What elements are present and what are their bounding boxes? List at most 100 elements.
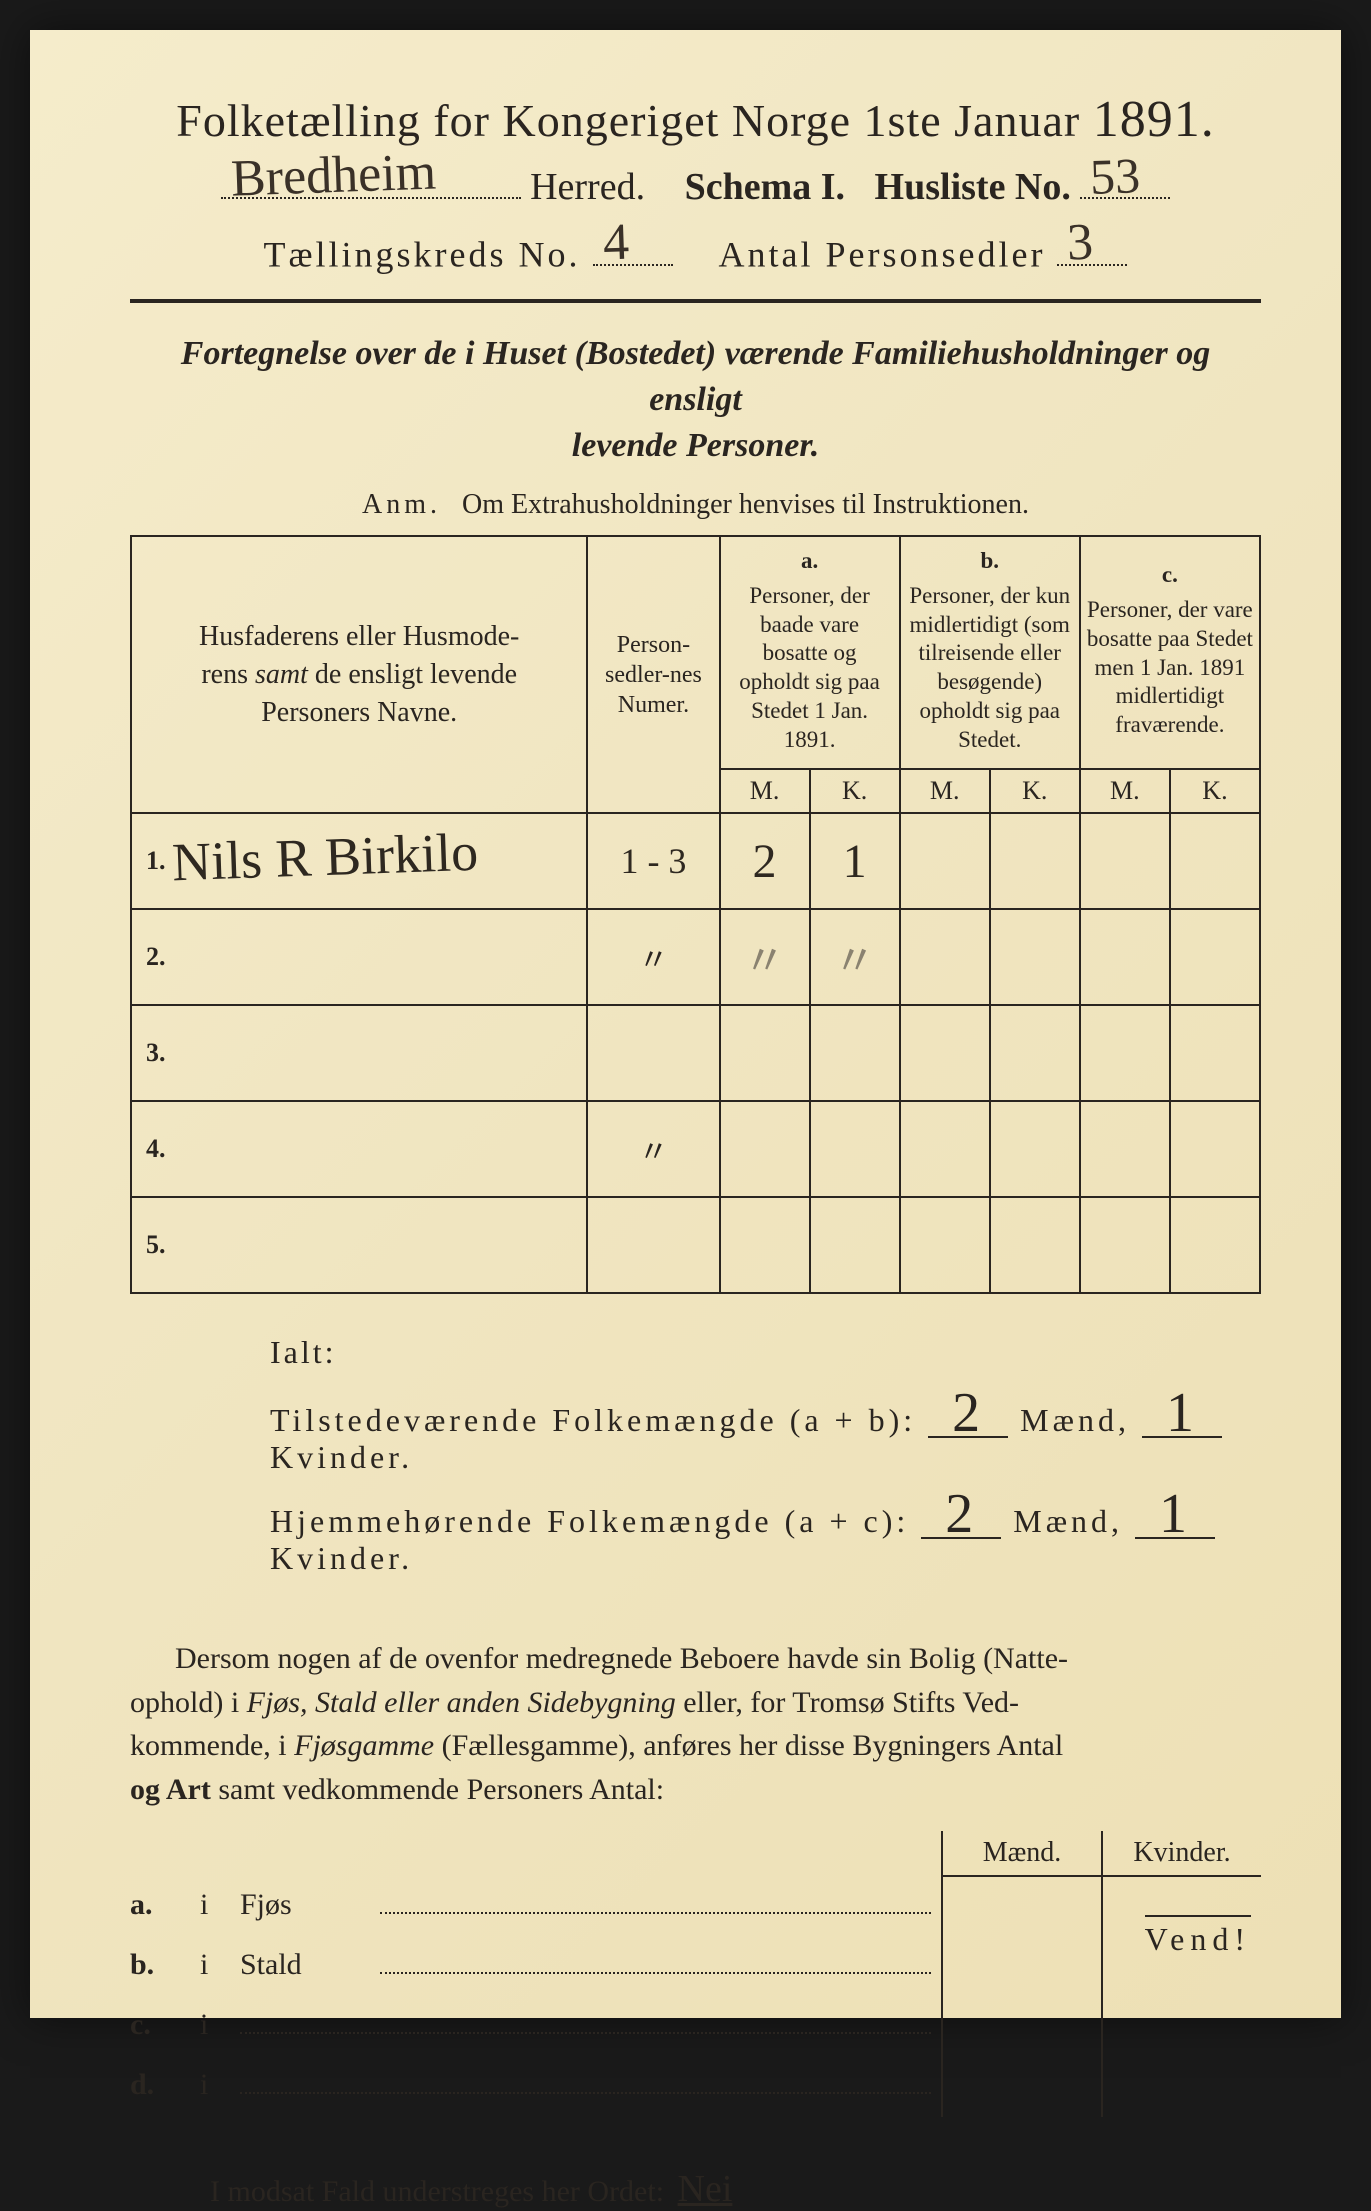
ialt-2-k: 1 xyxy=(1135,1492,1215,1539)
row-b-k xyxy=(990,813,1080,909)
fortegnelse-a: Fortegnelse over de i Huset (Bostedet) v… xyxy=(181,335,1210,418)
row-b-k xyxy=(990,1101,1080,1197)
th-c-k: K. xyxy=(1170,769,1260,813)
ialt-line-2: Hjemmehørende Folkemængde (a + c): 2 Mæn… xyxy=(270,1492,1261,1577)
th-a: a. Personer, der baade vare bosatte og o… xyxy=(720,536,900,769)
row-name-cell: 3. xyxy=(131,1005,587,1101)
bygning-left: a. i Fjøs b. i Stald c. i d. i xyxy=(130,1831,941,2117)
row-a-k: 〃 xyxy=(810,909,900,1005)
row-c-k xyxy=(1170,1197,1260,1293)
row-c-k xyxy=(1170,1101,1260,1197)
th-b-m: M. xyxy=(900,769,990,813)
row-numer: 〃 xyxy=(587,1101,719,1197)
row-name-cell: 2. xyxy=(131,909,587,1005)
ialt-label: Ialt: xyxy=(270,1334,1261,1371)
kreds-value: 4 xyxy=(601,213,632,273)
row-b-m xyxy=(900,1101,990,1197)
anm-text: Om Extrahusholdninger henvises til Instr… xyxy=(462,489,1029,520)
vend-instruction: Vend! xyxy=(1145,1915,1251,1958)
dotted-line xyxy=(240,2073,931,2094)
herred-label: Herred. xyxy=(530,166,645,208)
ialt-block: Ialt: Tilstedeværende Folkemængde (a + b… xyxy=(270,1334,1261,1577)
row-numer xyxy=(587,1197,719,1293)
row-numer: 〃 xyxy=(587,909,719,1005)
row-a-m: 〃 xyxy=(720,909,810,1005)
th-b: b. Personer, der kun midlertidigt (som t… xyxy=(900,536,1080,769)
bygning-right: Mænd. Kvinder. xyxy=(941,1831,1261,2117)
title-line-1: Folketælling for Kongeriget Norge 1ste J… xyxy=(130,90,1261,149)
th-c: c. Personer, der vare bosatte paa Stedet… xyxy=(1080,536,1260,769)
bygning-row: b. i Stald xyxy=(130,1935,941,1995)
ialt-line-1: Tilstedeværende Folkemængde (a + b): 2 M… xyxy=(270,1391,1261,1476)
row-b-k xyxy=(990,909,1080,1005)
herred-value: Bredheim xyxy=(230,142,437,208)
row-a-k xyxy=(810,1197,900,1293)
husliste-label: Husliste No. xyxy=(875,166,1071,208)
anm-line: Anm. Om Extrahusholdninger henvises til … xyxy=(130,489,1261,521)
antal-label: Antal Personsedler xyxy=(719,234,1046,274)
fortegnelse-b: levende Personer. xyxy=(572,427,819,464)
row-a-m xyxy=(720,1101,810,1197)
row-b-k xyxy=(990,1197,1080,1293)
row-c-m xyxy=(1080,909,1170,1005)
modsat-line: I modsat Fald understreges her Ordet: Ne… xyxy=(210,2167,1261,2211)
anm-label: Anm. xyxy=(362,489,441,520)
header-line-3: Tællingskreds No. 4 Antal Personsedler 3 xyxy=(130,227,1261,276)
nej-word: Nei xyxy=(678,2168,733,2210)
antal-value: 3 xyxy=(1066,213,1097,273)
table-row: 1. Nils R Birkilo 1 - 3 2 1 xyxy=(131,813,1260,909)
bygning-row: a. i Fjøs xyxy=(130,1875,941,1935)
row-c-m xyxy=(1080,1005,1170,1101)
dersom-paragraph: Dersom nogen af de ovenfor medregnede Be… xyxy=(130,1637,1261,1811)
row-c-m xyxy=(1080,1101,1170,1197)
th-b-k: K. xyxy=(990,769,1080,813)
row-name-cell: 5. xyxy=(131,1197,587,1293)
census-form-page: Folketælling for Kongeriget Norge 1ste J… xyxy=(30,30,1341,2018)
th-names: Husfaderens eller Husmode-rens samt de e… xyxy=(131,536,587,813)
row-c-m xyxy=(1080,1197,1170,1293)
ialt-1-k: 1 xyxy=(1142,1391,1222,1438)
bygning-kvinder-label: Kvinder. xyxy=(1103,1831,1261,1875)
dotted-line xyxy=(240,2013,931,2034)
schema-label: Schema xyxy=(685,166,812,208)
divider-1 xyxy=(130,299,1261,303)
th-a-m: M. xyxy=(720,769,810,813)
row-b-m xyxy=(900,909,990,1005)
row-b-k xyxy=(990,1005,1080,1101)
table-row: 4. 〃 xyxy=(131,1101,1260,1197)
row-c-k xyxy=(1170,1005,1260,1101)
row-a-k xyxy=(810,1101,900,1197)
row-b-m xyxy=(900,1197,990,1293)
dotted-line xyxy=(380,1953,931,1974)
row-c-k xyxy=(1170,813,1260,909)
bygning-body xyxy=(943,1877,1261,2117)
th-numer: Person-sedler-nes Numer. xyxy=(587,536,719,813)
title-year: 1891. xyxy=(1093,91,1215,148)
row-b-m xyxy=(900,813,990,909)
row-a-m xyxy=(720,1005,810,1101)
row-name-cell: 4. xyxy=(131,1101,587,1197)
th-a-k: K. xyxy=(810,769,900,813)
bygning-row: d. i xyxy=(130,2055,941,2115)
title-prefix: Folketælling for Kongeriget Norge 1ste J… xyxy=(176,95,1080,146)
bygning-header: Mænd. Kvinder. xyxy=(943,1831,1261,1877)
table-row: 2. 〃 〃 〃 xyxy=(131,909,1260,1005)
bygning-maend-label: Mænd. xyxy=(943,1831,1103,1875)
kreds-label: Tællingskreds No. xyxy=(264,234,581,274)
bygning-maend-col xyxy=(943,1877,1103,2117)
table-row: 5. xyxy=(131,1197,1260,1293)
husliste-value: 53 xyxy=(1089,146,1141,206)
row-a-m xyxy=(720,1197,810,1293)
bygning-kvinder-col xyxy=(1103,1877,1261,2117)
row-b-m xyxy=(900,1005,990,1101)
th-c-m: M. xyxy=(1080,769,1170,813)
fortegnelse-heading: Fortegnelse over de i Huset (Bostedet) v… xyxy=(130,331,1261,469)
row-numer xyxy=(587,1005,719,1101)
row-c-k xyxy=(1170,909,1260,1005)
row-numer: 1 - 3 xyxy=(587,813,719,909)
main-table: Husfaderens eller Husmode-rens samt de e… xyxy=(130,535,1261,1294)
bygning-block: a. i Fjøs b. i Stald c. i d. i xyxy=(130,1831,1261,2117)
ialt-1-m: 2 xyxy=(928,1391,1008,1438)
table-body: 1. Nils R Birkilo 1 - 3 2 1 2. 〃 〃 〃 xyxy=(131,813,1260,1293)
row-a-k xyxy=(810,1005,900,1101)
